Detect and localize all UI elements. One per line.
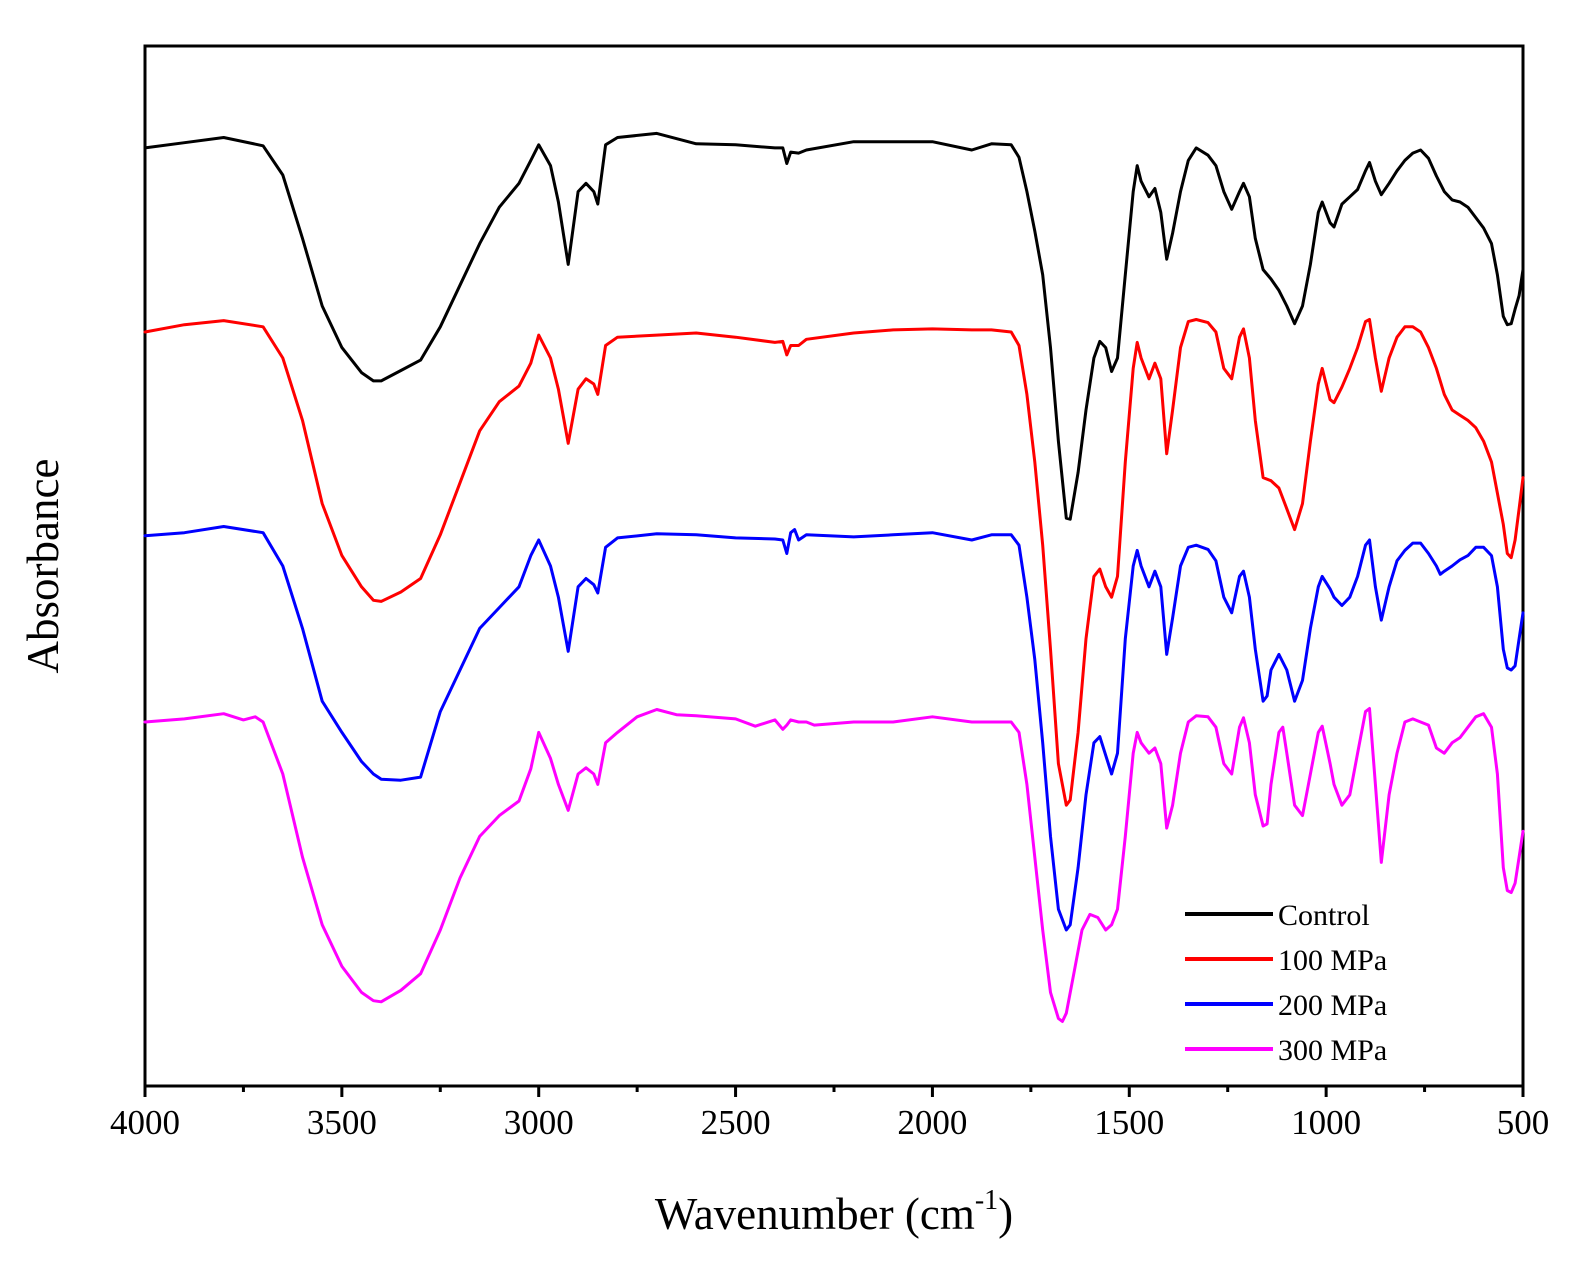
x-axis-title: Wavenumber (cm-1) — [655, 1185, 1013, 1239]
series-line-300-mpa — [143, 707, 1525, 1023]
series-line-control — [143, 131, 1525, 521]
x-tick-label-3500: 3500 — [307, 1103, 377, 1142]
series-layer — [143, 131, 1525, 1023]
x-tick-label-2000: 2000 — [897, 1103, 967, 1142]
x-tick-label-500: 500 — [1497, 1103, 1550, 1142]
legend-label-1: 100 MPa — [1278, 944, 1387, 977]
legend-label-0: Control — [1278, 899, 1370, 932]
x-tick-label-1500: 1500 — [1094, 1103, 1164, 1142]
x-axis-title-close: ) — [998, 1189, 1013, 1239]
x-tick-label-4000: 4000 — [110, 1103, 180, 1142]
x-axis-title-sup: -1 — [975, 1185, 998, 1216]
series-line-100-mpa — [143, 318, 1525, 807]
legend-label-3: 300 MPa — [1278, 1034, 1387, 1067]
x-axis-ticks: 4000 3500 3000 2500 2000 1500 1000 500 — [110, 1086, 1549, 1142]
x-axis-title-main: Wavenumber (cm — [655, 1189, 975, 1239]
x-tick-label-1000: 1000 — [1291, 1103, 1361, 1142]
legend: Control 100 MPa 200 MPa 300 MPa — [1185, 899, 1387, 1067]
series-line-200-mpa — [143, 525, 1525, 932]
y-axis-title: Absorbance — [18, 459, 68, 674]
x-tick-label-2500: 2500 — [701, 1103, 771, 1142]
legend-label-2: 200 MPa — [1278, 989, 1387, 1022]
x-tick-label-3000: 3000 — [504, 1103, 574, 1142]
